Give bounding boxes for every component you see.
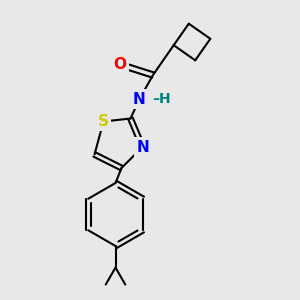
Text: N: N xyxy=(136,140,149,154)
Text: –H: –H xyxy=(152,92,171,106)
Text: N: N xyxy=(133,92,146,106)
Text: O: O xyxy=(113,57,127,72)
Text: S: S xyxy=(98,114,109,129)
